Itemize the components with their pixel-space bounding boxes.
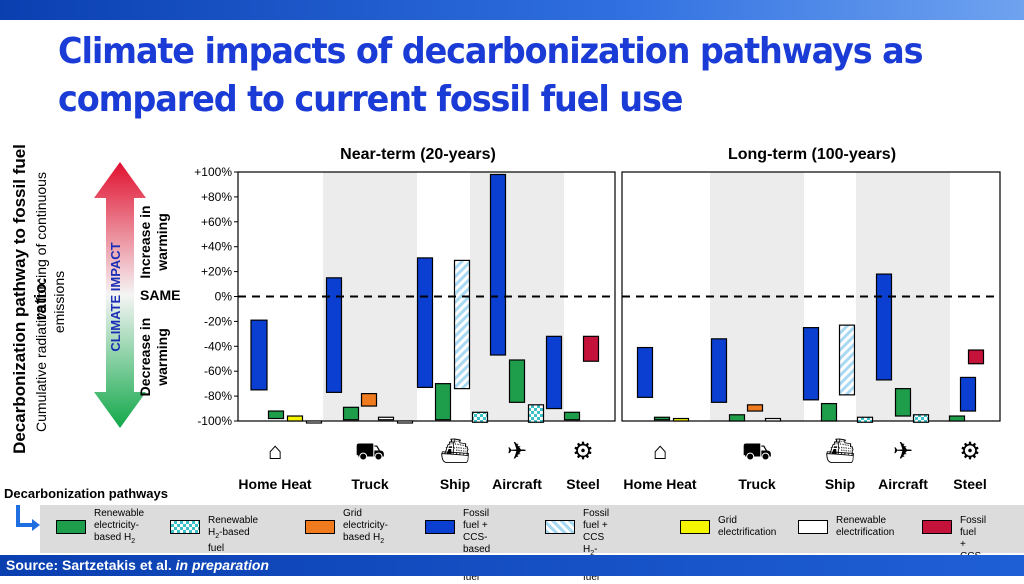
bar-steel-renewable-h2-elec bbox=[948, 415, 966, 422]
bar-steel-fossil-ccs bbox=[967, 349, 985, 365]
y-tick-label: -40% bbox=[204, 339, 232, 353]
category-label: Truck bbox=[351, 476, 389, 492]
corner-arrow-icon bbox=[16, 505, 40, 531]
category-label: Ship bbox=[824, 476, 856, 492]
bar-home-heat-fossil-ccs-h2 bbox=[250, 319, 268, 391]
panel-title-near-term: Near-term (20-years) bbox=[340, 146, 496, 163]
bar-truck-grid-h2 bbox=[746, 404, 764, 412]
bar-aircraft-renewable-h2-elec bbox=[894, 388, 912, 417]
bar-home-heat-fossil-ccs-h2 bbox=[636, 346, 654, 398]
bar-aircraft-fossil-ccs-h2 bbox=[875, 273, 893, 381]
y-tick-label: -100% bbox=[197, 414, 232, 428]
y-tick-label: -80% bbox=[204, 389, 232, 403]
panel-title-long-term: Long-term (100-years) bbox=[727, 146, 897, 163]
house-icon: ⌂ bbox=[267, 438, 283, 465]
house-icon: ⌂ bbox=[652, 438, 668, 465]
bar-ship-renewable-h2-fuel bbox=[856, 416, 874, 423]
ship-icon: ⛴ bbox=[439, 438, 471, 465]
ship-icon: ⛴ bbox=[824, 438, 856, 465]
y-tick-label: +80% bbox=[201, 190, 232, 204]
legend-swatch bbox=[170, 520, 200, 534]
gear-icon: ⚙ bbox=[959, 438, 981, 465]
legend-swatch bbox=[922, 520, 952, 534]
legend-swatch bbox=[545, 520, 575, 534]
category-label: Ship bbox=[439, 476, 471, 492]
legend-label: Grid electricity-based H2 bbox=[343, 508, 389, 545]
airplane-icon: ✈ bbox=[506, 438, 528, 465]
bar-ship-fossil-ccs-h2 bbox=[802, 327, 820, 401]
decarbonization-pathways-label: Decarbonization pathways bbox=[4, 486, 168, 501]
bar-ship-fossil-ccs-h2-fuel bbox=[453, 259, 471, 390]
bar-home-heat-renewable-elec bbox=[305, 420, 323, 424]
y-tick-label: +40% bbox=[201, 240, 232, 254]
bar-aircraft-fossil-ccs-h2 bbox=[489, 173, 507, 356]
bar-steel-fossil-ccs bbox=[582, 335, 600, 362]
truck-icon: ⛟ bbox=[354, 438, 386, 465]
bar-ship-renewable-h2-fuel bbox=[471, 411, 489, 423]
slide-title: Climate impacts of decarbonization pathw… bbox=[58, 28, 932, 124]
category-label: Aircraft bbox=[492, 476, 542, 492]
bar-truck-renewable-elec bbox=[377, 416, 395, 421]
legend-label: Renewable electrification bbox=[836, 515, 895, 538]
legend-swatch bbox=[425, 520, 455, 534]
top-banner bbox=[0, 0, 1024, 20]
source-text: Source: Sartzetakis et al. bbox=[6, 557, 176, 573]
category-label: Truck bbox=[738, 476, 776, 492]
bar-ship-fossil-ccs-h2-fuel bbox=[838, 324, 856, 396]
bar-steel-fossil-ccs-h2 bbox=[959, 376, 977, 412]
title-line-1: Climate impacts of decarbonization pathw… bbox=[58, 31, 924, 72]
category-label: Steel bbox=[953, 476, 987, 492]
bar-ship-renewable-h2-elec bbox=[820, 402, 838, 422]
bar-truck-fossil-ccs-h2 bbox=[710, 338, 728, 403]
bar-home-heat-renewable-h2-elec bbox=[653, 416, 671, 421]
same-label: SAME bbox=[140, 287, 181, 303]
legend-swatch bbox=[680, 520, 710, 534]
category-label: Aircraft bbox=[878, 476, 928, 492]
bar-truck-renewable-h2-elec bbox=[728, 414, 746, 422]
bar-home-heat-grid-elec bbox=[286, 415, 304, 422]
category-label: Steel bbox=[566, 476, 600, 492]
legend: Renewable electricity-based H2 Renewable H2… bbox=[40, 505, 1024, 583]
category-label: Home Heat bbox=[238, 476, 312, 492]
gear-icon: ⚙ bbox=[572, 438, 594, 465]
y-tick-label: +100% bbox=[194, 165, 232, 179]
bar-steel-renewable-h2-elec bbox=[563, 411, 581, 421]
source-status: in preparation bbox=[175, 557, 269, 573]
bar-home-heat-renewable-h2-elec bbox=[267, 410, 285, 420]
bar-truck-renewable-elec bbox=[764, 417, 782, 422]
bar-truck-renewable-h2-elec bbox=[342, 406, 360, 421]
source-footer: Source: Sartzetakis et al. in preparatio… bbox=[0, 555, 1024, 576]
bar-steel-fossil-ccs-h2 bbox=[545, 335, 563, 410]
legend-swatch bbox=[305, 520, 335, 534]
legend-label: Renewable H2-based fuel bbox=[208, 515, 259, 554]
y-tick-label: +60% bbox=[201, 215, 232, 229]
bar-truck-renewable-elec bbox=[396, 420, 414, 424]
y-tick-label: -60% bbox=[204, 364, 232, 378]
truck-icon: ⛟ bbox=[741, 438, 773, 465]
y-tick-label: 0% bbox=[215, 290, 233, 304]
legend-swatch bbox=[798, 520, 828, 534]
bar-ship-renewable-h2-elec bbox=[434, 383, 452, 421]
legend-swatch bbox=[56, 520, 86, 534]
title-line-2: compared to current fossil fuel use bbox=[58, 79, 683, 120]
bar-aircraft-renewable-h2-elec bbox=[508, 359, 526, 403]
y-tick-label: -20% bbox=[204, 314, 232, 328]
bar-aircraft-renewable-h2-fuel bbox=[527, 404, 545, 423]
y-tick-label: +20% bbox=[201, 265, 232, 279]
category-label: Home Heat bbox=[623, 476, 697, 492]
bar-ship-fossil-ccs-h2 bbox=[416, 257, 434, 388]
bar-aircraft-renewable-h2-fuel bbox=[912, 414, 930, 423]
bar-truck-grid-h2 bbox=[360, 393, 378, 407]
bar-home-heat-grid-elec bbox=[672, 417, 690, 422]
legend-label: Grid electrification bbox=[718, 515, 777, 538]
bar-truck-fossil-ccs-h2 bbox=[325, 277, 343, 393]
legend-label: Renewable electricity-based H2 bbox=[94, 508, 145, 545]
climate-impact-arrow bbox=[94, 162, 146, 428]
airplane-icon: ✈ bbox=[892, 438, 914, 465]
